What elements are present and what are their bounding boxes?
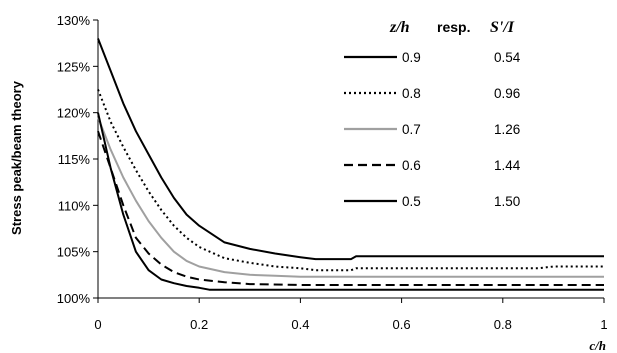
y-tick-label: 120% [57,106,91,121]
x-tick-label: 1 [600,317,607,332]
x-tick-label: 0.2 [190,317,208,332]
legend-header-si: S'/I [490,19,515,36]
x-axis-label: c/h [589,338,606,353]
legend-si-value: 1.26 [494,122,520,137]
legend: z/h resp. S'/I 0.9 0.54 0.8 0.96 0.7 1.26 0.6 1… [344,19,521,209]
series-group [97,38,604,291]
series-line-0-5 [97,112,604,291]
y-ticks: 100% 105% 110% 115% 120% 125% 130% [57,13,98,306]
y-tick-label: 105% [57,245,91,260]
legend-entries: 0.9 0.54 0.8 0.96 0.7 1.26 0.6 1.44 0.5 1.50 [344,50,521,209]
legend-si-value: 1.50 [494,194,520,209]
x-ticks: 0 0.2 0.4 0.6 0.8 1 [94,298,608,332]
legend-header-zh: z/h [389,19,410,36]
legend-si-value: 1.44 [494,158,521,173]
y-tick-label: 115% [58,152,91,167]
y-tick-label: 125% [57,59,91,74]
legend-header-resp: resp. [437,19,470,35]
legend-zh-value: 0.5 [402,194,421,209]
series-line-0-6 [97,130,604,286]
legend-zh-value: 0.6 [402,158,421,173]
legend-zh-value: 0.9 [402,50,421,65]
legend-zh-value: 0.7 [402,122,421,137]
y-axis-label: Stress peak/beam theory [9,80,24,235]
y-tick-label: 100% [57,291,91,306]
y-tick-label: 130% [57,13,91,28]
x-tick-label: 0.4 [291,317,309,332]
series-line-0-7 [97,116,604,278]
x-tick-label: 0.6 [393,317,411,332]
legend-si-value: 0.54 [494,50,521,65]
legend-zh-value: 0.8 [402,86,421,101]
series-line-0-8 [97,89,604,272]
x-tick-label: 0.8 [494,317,512,332]
y-tick-label: 110% [58,198,91,213]
x-tick-label: 0 [94,317,101,332]
legend-si-value: 0.96 [494,86,520,101]
series-line-0-9 [97,38,604,261]
